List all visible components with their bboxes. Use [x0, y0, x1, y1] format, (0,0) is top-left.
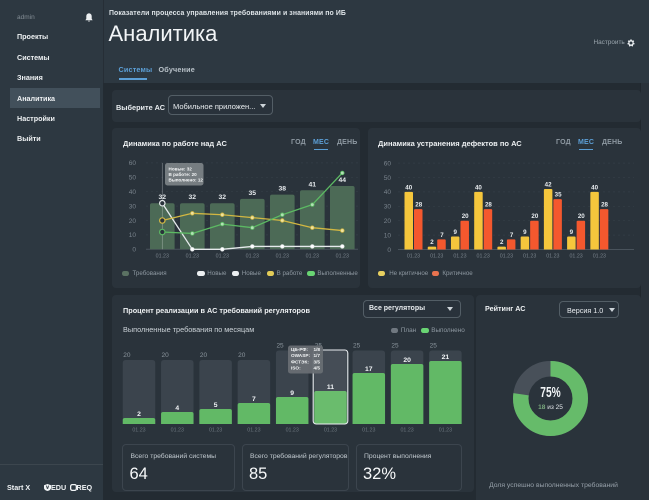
svg-text:01.23: 01.23 — [246, 254, 259, 260]
svg-text:40: 40 — [129, 189, 137, 196]
svg-text:01.23: 01.23 — [247, 428, 260, 434]
svg-text:Новые: 32: Новые: 32 — [169, 166, 193, 171]
svg-text:41: 41 — [309, 181, 317, 188]
svg-text:20: 20 — [238, 352, 246, 359]
svg-text:42: 42 — [545, 182, 552, 189]
svg-text:30: 30 — [129, 203, 137, 210]
svg-text:5: 5 — [214, 402, 218, 409]
svg-text:9: 9 — [453, 229, 457, 236]
svg-text:44: 44 — [339, 177, 347, 184]
svg-text:01.23: 01.23 — [216, 254, 229, 260]
svg-text:9: 9 — [290, 390, 294, 397]
svg-text:01.23: 01.23 — [407, 254, 420, 260]
svg-text:01.23: 01.23 — [439, 428, 452, 434]
svg-text:7: 7 — [252, 396, 256, 403]
svg-text:17: 17 — [365, 366, 373, 373]
svg-text:20: 20 — [531, 213, 538, 220]
svg-text:01.23: 01.23 — [546, 254, 559, 260]
svg-text:4: 4 — [175, 405, 179, 412]
svg-text:35: 35 — [249, 190, 257, 197]
svg-text:01.23: 01.23 — [156, 254, 169, 260]
svg-text:38: 38 — [279, 186, 287, 193]
svg-text:3/5: 3/5 — [313, 359, 320, 364]
svg-text:40: 40 — [591, 184, 598, 191]
svg-text:11: 11 — [327, 384, 334, 391]
svg-text:1/8: 1/8 — [313, 347, 320, 352]
svg-text:01.23: 01.23 — [362, 428, 375, 434]
svg-text:10: 10 — [384, 232, 392, 239]
svg-text:10: 10 — [129, 232, 137, 239]
svg-text:01.23: 01.23 — [477, 254, 490, 260]
svg-text:4/5: 4/5 — [313, 366, 320, 371]
svg-text:01.23: 01.23 — [400, 428, 413, 434]
svg-text:28: 28 — [415, 202, 422, 209]
svg-text:21: 21 — [442, 354, 450, 361]
svg-text:7: 7 — [440, 232, 444, 239]
svg-text:1/7: 1/7 — [313, 353, 320, 358]
svg-text:40: 40 — [475, 184, 482, 191]
svg-text:01.23: 01.23 — [336, 254, 349, 260]
svg-text:40: 40 — [384, 189, 392, 196]
svg-text:01.23: 01.23 — [430, 254, 443, 260]
svg-text:35: 35 — [555, 192, 562, 199]
svg-text:7: 7 — [510, 232, 514, 239]
svg-text:20: 20 — [162, 352, 170, 359]
svg-text:32: 32 — [159, 194, 167, 201]
svg-text:0: 0 — [387, 247, 391, 254]
svg-text:28: 28 — [485, 202, 492, 209]
svg-text:20: 20 — [200, 352, 208, 359]
svg-text:01.23: 01.23 — [523, 254, 536, 260]
svg-text:01.23: 01.23 — [276, 254, 289, 260]
svg-text:ЦБ-РФ:: ЦБ-РФ: — [291, 347, 308, 352]
svg-text:9: 9 — [523, 229, 527, 236]
svg-text:01.23: 01.23 — [209, 428, 222, 434]
svg-text:32: 32 — [189, 194, 197, 201]
svg-text:20: 20 — [129, 218, 137, 225]
svg-text:01.23: 01.23 — [286, 428, 299, 434]
svg-text:01.23: 01.23 — [569, 254, 582, 260]
svg-text:01.23: 01.23 — [132, 428, 145, 434]
svg-text:25: 25 — [353, 343, 361, 350]
svg-text:50: 50 — [129, 175, 137, 182]
svg-text:2: 2 — [500, 239, 504, 246]
svg-text:01.23: 01.23 — [593, 254, 606, 260]
svg-text:01.23: 01.23 — [186, 254, 199, 260]
svg-text:50: 50 — [384, 175, 392, 182]
svg-text:9: 9 — [570, 229, 574, 236]
svg-text:ФСТЭК:: ФСТЭК: — [291, 359, 309, 364]
svg-text:20: 20 — [462, 213, 469, 220]
svg-text:25: 25 — [430, 343, 438, 350]
svg-text:01.23: 01.23 — [306, 254, 319, 260]
svg-text:20: 20 — [403, 357, 411, 364]
svg-text:В работе: 20: В работе: 20 — [169, 171, 198, 177]
svg-text:01.23: 01.23 — [324, 428, 337, 434]
svg-text:ISO:: ISO: — [291, 366, 301, 371]
svg-text:20: 20 — [384, 218, 392, 225]
svg-text:2: 2 — [430, 239, 434, 246]
svg-text:01.23: 01.23 — [171, 428, 184, 434]
svg-text:40: 40 — [405, 184, 412, 191]
svg-text:30: 30 — [384, 204, 392, 211]
svg-text:2: 2 — [137, 411, 141, 418]
svg-text:0: 0 — [132, 247, 136, 254]
svg-text:60: 60 — [129, 160, 137, 167]
svg-text:28: 28 — [601, 202, 608, 209]
svg-text:32: 32 — [219, 194, 227, 201]
svg-text:60: 60 — [384, 160, 392, 167]
svg-text:01.23: 01.23 — [453, 254, 466, 260]
svg-text:20: 20 — [578, 213, 585, 220]
svg-text:25: 25 — [391, 343, 399, 350]
svg-text:01.23: 01.23 — [500, 254, 513, 260]
svg-text:Выполнено: 12: Выполнено: 12 — [169, 178, 204, 183]
svg-text:OWASP:: OWASP: — [291, 353, 310, 358]
svg-text:20: 20 — [123, 352, 131, 359]
svg-text:25: 25 — [276, 343, 284, 350]
